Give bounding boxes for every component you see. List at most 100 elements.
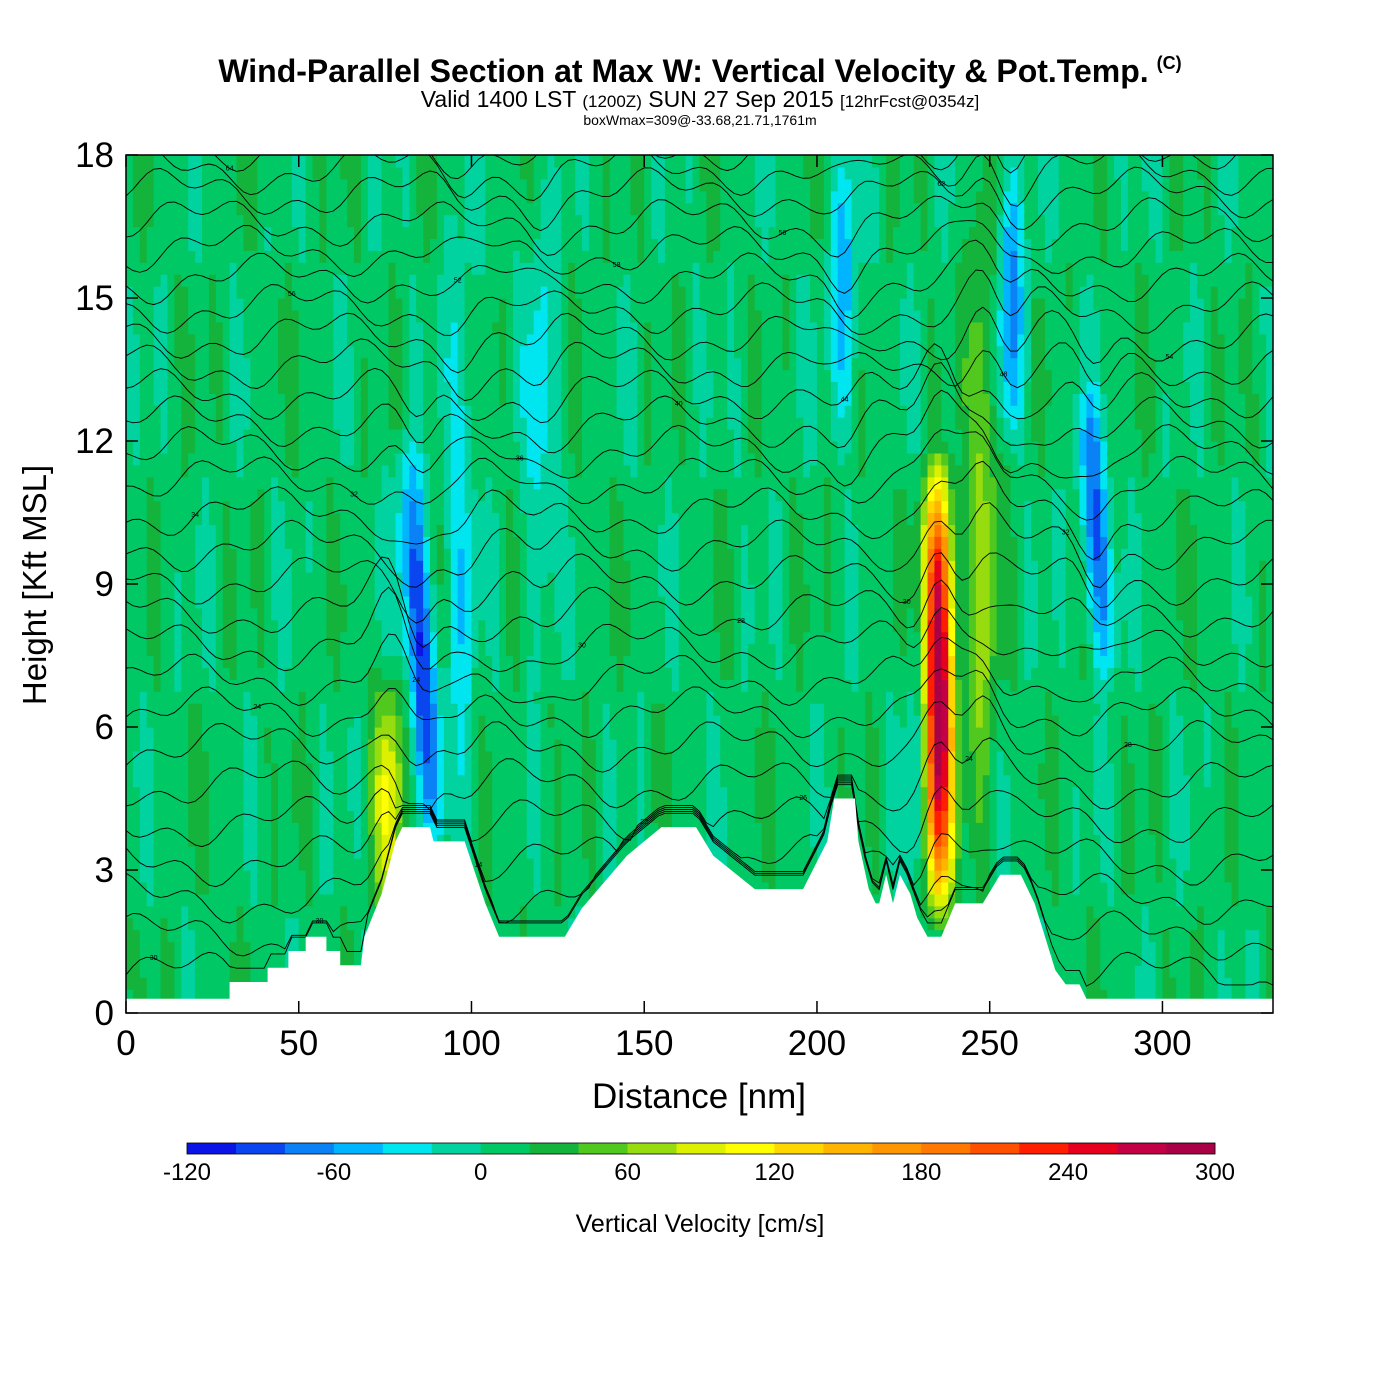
w-cell: [291, 178, 300, 192]
w-cell: [485, 476, 493, 490]
w-cell: [202, 810, 210, 823]
w-cell: [215, 655, 224, 669]
w-cell: [450, 369, 459, 383]
w-cell: [174, 679, 182, 692]
w-cell: [367, 500, 376, 514]
w-cell: [374, 679, 383, 692]
w-cell: [526, 619, 535, 633]
w-cell: [568, 881, 576, 895]
w-cell: [492, 667, 500, 680]
w-cell: [298, 715, 307, 728]
w-cell: [436, 464, 445, 478]
w-cell: [222, 452, 231, 466]
w-cell: [298, 774, 307, 788]
w-cell: [381, 309, 390, 323]
w-cell: [436, 250, 445, 263]
w-cell: [506, 536, 514, 549]
w-cell: [499, 929, 507, 943]
w-cell: [595, 202, 604, 216]
w-cell: [291, 548, 300, 561]
w-cell: [153, 846, 162, 859]
w-cell: [388, 798, 397, 812]
w-cell: [215, 333, 224, 347]
w-cell: [436, 524, 445, 537]
w-cell: [291, 846, 300, 859]
w-cell: [188, 369, 196, 383]
w-cell: [388, 595, 397, 609]
w-cell: [547, 715, 555, 728]
w-cell: [340, 286, 348, 299]
w-cell: [208, 464, 217, 478]
w-cell: [492, 214, 500, 228]
w-cell: [298, 429, 307, 442]
w-cell: [561, 870, 569, 883]
w-cell: [126, 595, 134, 609]
w-cell: [312, 846, 321, 859]
w-cell: [215, 214, 224, 228]
w-cell: [595, 643, 604, 657]
w-cell: [512, 476, 521, 490]
w-cell: [568, 238, 576, 251]
w-cell: [160, 405, 169, 418]
w-cell: [181, 738, 189, 752]
w-cell: [582, 381, 590, 394]
w-cell: [229, 965, 238, 978]
w-cell: [215, 155, 224, 168]
w-cell: [126, 238, 134, 251]
w-cell: [540, 584, 549, 597]
w-cell: [595, 166, 604, 180]
w-cell: [305, 202, 314, 216]
w-cell: [139, 667, 148, 680]
w-cell: [512, 190, 521, 204]
w-cell: [519, 429, 528, 442]
w-cell: [595, 333, 604, 347]
w-cell: [409, 417, 417, 430]
w-cell: [153, 881, 162, 895]
w-cell: [595, 607, 604, 621]
w-cell: [312, 893, 321, 907]
w-cell: [547, 905, 555, 919]
w-cell: [402, 786, 410, 800]
w-cell: [499, 560, 507, 573]
w-cell: [450, 679, 459, 692]
w-cell: [291, 357, 300, 371]
w-cell: [319, 691, 327, 704]
w-cell: [257, 512, 265, 526]
w-cell: [575, 679, 583, 692]
w-cell: [443, 798, 452, 812]
w-cell: [575, 691, 583, 704]
w-cell: [381, 488, 390, 502]
w-cell: [595, 512, 604, 526]
w-cell: [146, 679, 155, 692]
w-cell: [333, 452, 341, 466]
w-cell: [547, 500, 555, 514]
w-cell: [291, 488, 300, 502]
w-cell: [575, 357, 583, 371]
w-cell: [132, 977, 141, 990]
w-cell: [160, 905, 169, 919]
w-cell: [395, 536, 403, 549]
w-cell: [160, 548, 169, 561]
w-cell: [430, 834, 438, 847]
w-cell: [588, 750, 597, 764]
w-cell: [588, 822, 597, 835]
w-cell: [333, 226, 341, 240]
w-cell: [243, 858, 251, 871]
w-cell: [160, 643, 169, 657]
w-cell: [215, 965, 224, 978]
w-cell: [367, 452, 376, 466]
w-cell: [533, 452, 542, 466]
w-cell: [188, 798, 196, 812]
w-cell: [284, 155, 293, 168]
w-cell: [195, 238, 203, 251]
w-cell: [243, 333, 251, 347]
w-cell: [181, 155, 189, 168]
w-cell: [222, 488, 231, 502]
w-cell: [575, 762, 583, 776]
w-cell: [575, 786, 583, 800]
w-cell: [450, 214, 459, 228]
w-cell: [208, 870, 217, 883]
w-cell: [547, 286, 555, 299]
w-cell: [540, 417, 549, 430]
w-cell: [126, 858, 134, 871]
